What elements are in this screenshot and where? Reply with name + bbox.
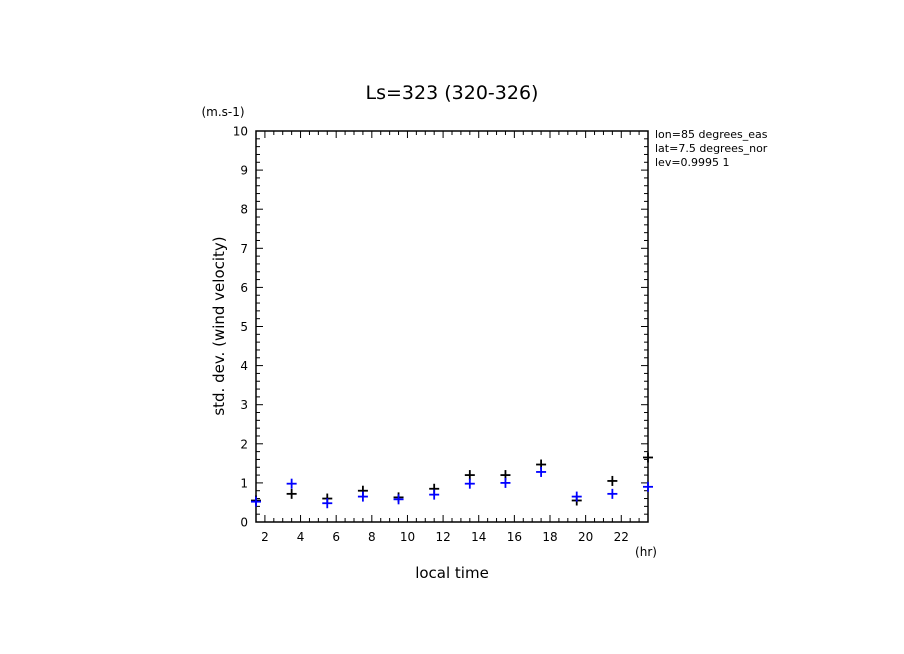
- data-point-series-2: [536, 466, 547, 477]
- data-point-series-1: [643, 452, 653, 463]
- data-point-series-2: [607, 488, 618, 499]
- data-point-series-2: [357, 491, 368, 502]
- data-point-series-2: [643, 481, 653, 492]
- data-point-series-2: [322, 498, 333, 509]
- data-point-series-1: [464, 470, 475, 481]
- y-axis-label: std. dev. (wind velocity): [210, 236, 228, 415]
- data-point-series-2: [464, 478, 475, 489]
- data-marks: [251, 452, 653, 509]
- data-point-series-2: [286, 478, 297, 489]
- chart-title: Ls=323 (320-326): [366, 82, 539, 104]
- y-tick-label: 6: [240, 281, 248, 295]
- y-unit-label: (m.s-1): [201, 105, 244, 119]
- x-tick-label: 20: [578, 530, 593, 544]
- data-point-series-2: [393, 494, 404, 505]
- x-tick-label: 16: [507, 530, 522, 544]
- info-lat: lat=7.5 degrees_nor: [655, 142, 768, 155]
- info-lon: lon=85 degrees_eas: [655, 128, 768, 141]
- x-tick-label: 12: [435, 530, 450, 544]
- x-tick-label: 18: [542, 530, 557, 544]
- x-tick-label: 8: [368, 530, 376, 544]
- y-tick-label: 7: [240, 242, 248, 256]
- x-tick-label: 4: [297, 530, 305, 544]
- y-tick-label: 3: [240, 398, 248, 412]
- plot-frame: [255, 130, 649, 523]
- x-axis-label: local time: [415, 564, 489, 582]
- data-point-series-2: [429, 489, 440, 500]
- x-tick-label: 22: [614, 530, 629, 544]
- data-point-series-2: [571, 491, 582, 502]
- x-tick-label: 10: [400, 530, 415, 544]
- y-tick-label: 0: [240, 516, 248, 530]
- info-lev: lev=0.9995 1: [655, 156, 730, 169]
- y-tick-label: 5: [240, 320, 248, 334]
- y-tick-label: 10: [233, 125, 248, 139]
- axis-ticks: [255, 130, 649, 523]
- data-point-series-2: [251, 496, 261, 507]
- x-tick-label: 6: [332, 530, 340, 544]
- y-tick-label: 1: [240, 476, 248, 490]
- x-tick-label: 2: [261, 530, 269, 544]
- data-point-series-1: [286, 488, 297, 499]
- y-tick-label: 2: [240, 437, 248, 451]
- x-tick-label: 14: [471, 530, 486, 544]
- data-point-series-1: [607, 475, 618, 486]
- y-tick-label: 4: [240, 359, 248, 373]
- x-unit-label: (hr): [635, 545, 657, 559]
- y-tick-label: 9: [240, 164, 248, 178]
- data-point-series-2: [500, 477, 511, 488]
- y-tick-label: 8: [240, 203, 248, 217]
